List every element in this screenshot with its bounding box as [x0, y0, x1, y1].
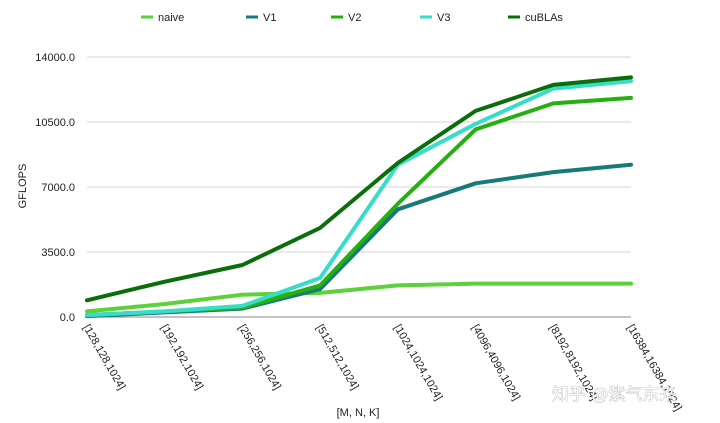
series-line-cublas [85, 75, 633, 303]
series-lines [85, 75, 633, 319]
legend: naive V1 V2 V3 cuBLAs [141, 12, 563, 24]
legend-item-v3: V3 [420, 12, 450, 24]
x-axis-title: [M, N, K] [337, 407, 380, 419]
legend-label: V2 [348, 12, 361, 24]
y-axis-title: GFLOPS [17, 164, 29, 209]
legend-item-v1: V1 [246, 12, 276, 24]
x-tick-label: [512,512,1024] [314, 323, 361, 393]
x-tick-label: [4096,4096,1024] [469, 323, 522, 403]
y-tick-label: 3500.0 [41, 247, 75, 259]
x-tick-label: [128,128,1024] [80, 323, 127, 393]
legend-item-cublas: cuBLAs [508, 12, 563, 24]
y-axis-ticks: 0.0 3500.0 7000.0 10500.0 14000.0 [35, 52, 75, 324]
legend-label: V3 [437, 12, 450, 24]
legend-item-v2: V2 [331, 12, 361, 24]
y-tick-label: 0.0 [60, 312, 75, 324]
watermark: 知乎 @紫气东来 [552, 385, 676, 405]
legend-label: cuBLAs [525, 12, 563, 24]
x-tick-label: [1024,1024,1024] [391, 323, 444, 403]
x-tick-label: [256,256,1024] [236, 323, 283, 393]
y-tick-label: 7000.0 [41, 182, 75, 194]
legend-label: V1 [263, 12, 276, 24]
gridlines [87, 56, 631, 318]
y-tick-label: 14000.0 [35, 52, 75, 64]
x-tick-label: [192,192,1024] [158, 323, 205, 393]
series-line-v3 [85, 79, 633, 318]
series-line-naive [85, 281, 633, 314]
y-tick-label: 10500.0 [35, 117, 75, 129]
legend-item-naive: naive [141, 12, 184, 24]
legend-label: naive [158, 12, 184, 24]
